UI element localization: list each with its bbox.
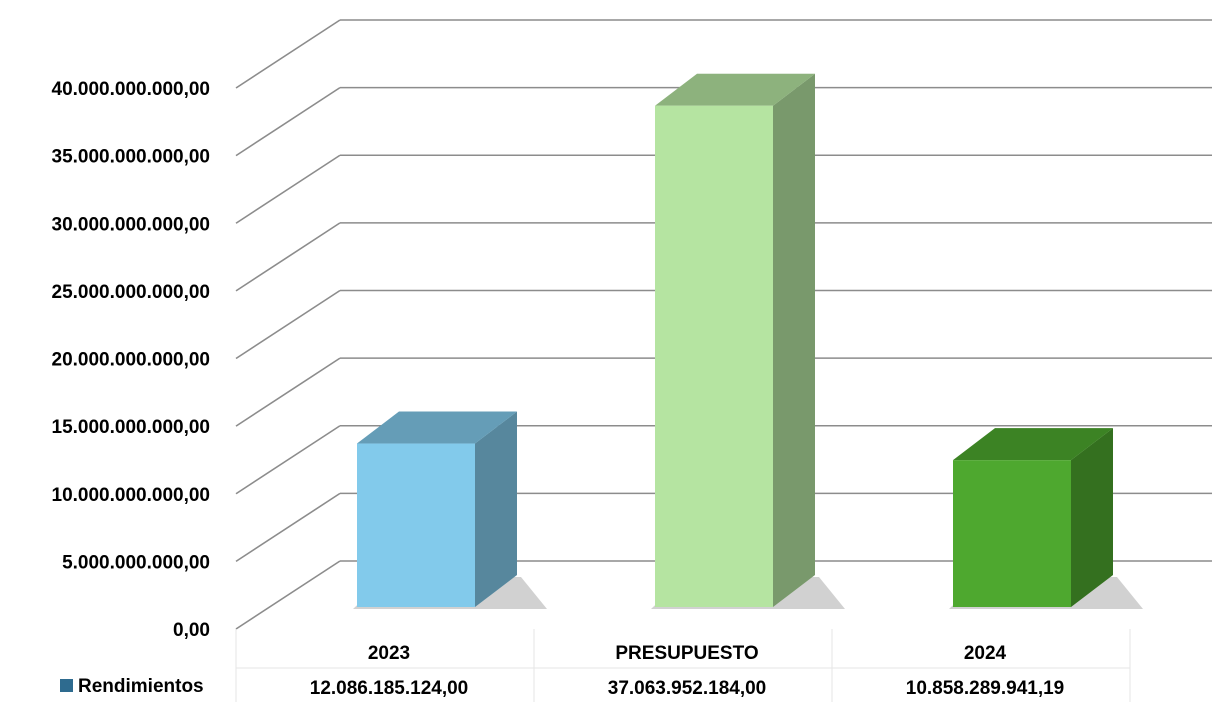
- grid-depth-line: [235, 492, 341, 563]
- bar-front: [357, 443, 475, 607]
- data-label: 12.086.185.124,00: [310, 678, 469, 699]
- y-tick-label: 25.000.000.000,00: [52, 282, 211, 303]
- grid-depth-line: [235, 425, 341, 495]
- bar-2024: [949, 428, 1143, 609]
- data-label: 10.858.289.941,19: [906, 678, 1065, 699]
- grid-depth-line: [235, 154, 341, 224]
- bar-2023: [353, 411, 547, 609]
- bar-side: [475, 411, 517, 607]
- bar-front: [655, 105, 773, 607]
- bar-side-shade: [1071, 428, 1113, 607]
- y-tick-label: 0,00: [173, 620, 210, 641]
- legend-label: Rendimientos: [78, 676, 204, 697]
- bar-top: [953, 428, 1113, 461]
- bar-top-shade: [953, 428, 1113, 461]
- y-tick-label: 30.000.000.000,00: [52, 214, 211, 235]
- grid-depth-line: [235, 560, 341, 630]
- grid-depth-line: [235, 357, 341, 427]
- grid-depth-line: [235, 86, 341, 157]
- y-tick-label: 35.000.000.000,00: [52, 147, 211, 168]
- legend-swatch: [60, 679, 73, 692]
- grid-depth-line: [235, 289, 341, 360]
- y-axis-tick-labels: 0,00 5.000.000.000,00 10.000.000.000,00 15.…: [52, 79, 211, 641]
- data-table: 2023 12.086.185.124,00 PRESUPUESTO 37.063.9…: [60, 629, 1131, 702]
- y-tick-label: 20.000.000.000,00: [52, 350, 211, 371]
- y-tick-label: 5.000.000.000,00: [62, 552, 210, 573]
- grid-depth-line: [235, 19, 341, 89]
- bar-presupuesto: [651, 73, 845, 609]
- bar-top: [655, 73, 815, 106]
- bar-front: [953, 460, 1071, 607]
- bar-side: [1071, 428, 1113, 607]
- y-tick-label: 40.000.000.000,00: [52, 79, 211, 100]
- y-tick-label: 10.000.000.000,00: [52, 485, 211, 506]
- bar-side-shade: [475, 411, 517, 607]
- category-label: 2024: [964, 643, 1007, 664]
- data-label: 37.063.952.184,00: [608, 678, 767, 699]
- bar-top: [357, 411, 517, 444]
- bar-side-shade: [773, 73, 815, 608]
- bar-top-shade: [655, 73, 815, 106]
- bar-side: [773, 73, 815, 608]
- grid-depth-line: [235, 222, 341, 292]
- category-label: PRESUPUESTO: [615, 643, 758, 664]
- y-tick-label: 15.000.000.000,00: [52, 417, 211, 438]
- bar-top-shade: [357, 411, 517, 444]
- category-label: 2023: [368, 643, 410, 664]
- bars: [353, 73, 1143, 609]
